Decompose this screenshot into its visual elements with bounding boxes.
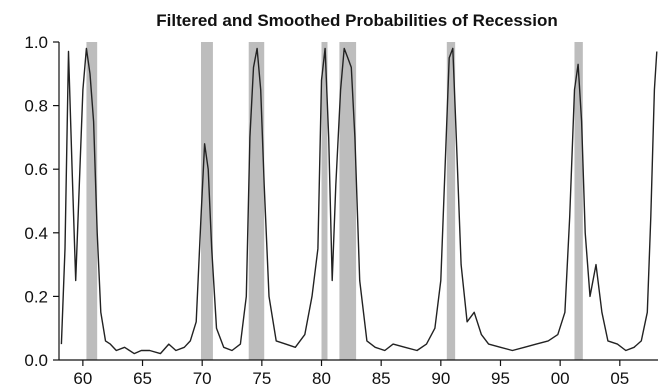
recession-band bbox=[248, 42, 265, 360]
recession-band bbox=[574, 42, 583, 360]
x-tick-label: 90 bbox=[431, 369, 450, 388]
x-tick-label: 80 bbox=[312, 369, 331, 388]
y-tick-label: 0.4 bbox=[24, 224, 48, 243]
x-tick-label: 60 bbox=[73, 369, 92, 388]
y-tick-label: 0.2 bbox=[24, 287, 48, 306]
x-tick-label: 70 bbox=[193, 369, 212, 388]
y-tick-label: 0.0 bbox=[24, 351, 48, 370]
x-tick-label: 95 bbox=[491, 369, 510, 388]
x-tick-label: 00 bbox=[551, 369, 570, 388]
recession-band bbox=[339, 42, 357, 360]
y-tick-label: 1.0 bbox=[24, 33, 48, 52]
recession-shading-group bbox=[86, 42, 583, 360]
axes-group bbox=[58, 42, 658, 361]
x-tick-group: 60 65 70 75 80 85 90 95 00 05 bbox=[73, 360, 629, 388]
chart-title: Filtered and Smoothed Probabilities of R… bbox=[156, 11, 557, 30]
x-tick-label: 75 bbox=[252, 369, 271, 388]
x-tick-label: 65 bbox=[133, 369, 152, 388]
probability-line bbox=[60, 47, 658, 355]
series-group bbox=[60, 47, 658, 355]
x-tick-label: 05 bbox=[610, 369, 629, 388]
recession-band bbox=[86, 42, 98, 360]
y-tick-group: 0.0 0.2 0.4 0.6 0.8 1.0 bbox=[24, 33, 59, 370]
recession-band bbox=[321, 42, 328, 360]
y-tick-label: 0.6 bbox=[24, 160, 48, 179]
y-tick-label: 0.8 bbox=[24, 97, 48, 116]
recession-band bbox=[446, 42, 456, 360]
x-tick-label: 85 bbox=[372, 369, 391, 388]
recession-band bbox=[200, 42, 213, 360]
